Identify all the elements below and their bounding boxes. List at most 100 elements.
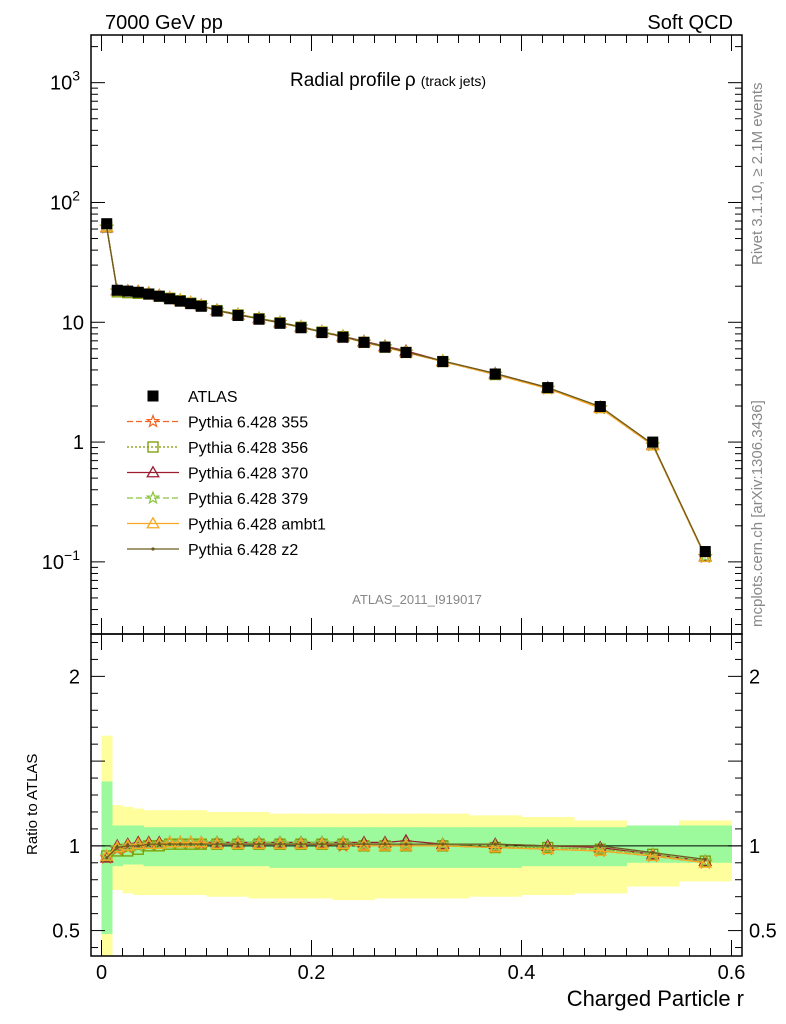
y-tick-label-base: 10 — [62, 312, 84, 334]
ratio-tick-label-right: 2 — [749, 666, 760, 688]
data-point — [358, 336, 370, 348]
legend-item-1: Pythia 6.428 356 — [127, 440, 308, 457]
ratio-point — [383, 842, 387, 846]
data-point — [253, 313, 265, 325]
ratio-tick-label-right: 0.5 — [749, 921, 777, 943]
legend: ATLAS Pythia 6.428 355 Pythia 6.428 356 Pyt… — [127, 389, 326, 559]
ratio-plot: 2 2 1 1 0.5 0.5 0 0.2 0.4 0.6 — [52, 35, 777, 984]
ratio-point — [173, 835, 188, 848]
ratio-series-5 — [105, 842, 707, 862]
data-point — [295, 322, 307, 334]
legend-label: Pythia 6.428 z2 — [188, 542, 298, 559]
ratio-point — [362, 842, 366, 846]
y-tick-label: 102 — [50, 187, 80, 214]
ratio-point — [252, 835, 266, 848]
legend-marker — [145, 413, 161, 428]
y-tick-label: 10−1 — [42, 547, 80, 574]
data-point — [400, 346, 412, 358]
data-point — [101, 218, 113, 230]
ratio-point — [435, 837, 450, 850]
analysis-tag: ATLAS_2011_I919017 — [352, 592, 482, 607]
data-point — [337, 331, 349, 343]
y-tick-label-base: 10 — [42, 552, 64, 574]
data-point — [185, 298, 197, 310]
ratio-point — [593, 843, 608, 856]
data-point — [437, 356, 449, 368]
ratio-point — [168, 842, 172, 846]
ratio-point — [257, 842, 261, 846]
ratio-point — [131, 837, 146, 850]
data-point — [211, 305, 223, 317]
data-point — [132, 286, 144, 298]
ratio-tick-label: 0.5 — [52, 921, 80, 943]
ratio-tick-label-right: 1 — [749, 836, 760, 858]
legend-item-3: Pythia 6.428 379 — [127, 490, 308, 508]
data-point — [174, 295, 186, 307]
legend-item-0: Pythia 6.428 355 — [127, 413, 308, 432]
ratio-point — [320, 842, 324, 846]
data-point — [111, 284, 123, 296]
data-point — [232, 309, 244, 321]
ratio-point — [435, 836, 451, 851]
ratio-point — [210, 835, 224, 848]
ratio-point — [157, 842, 161, 846]
ratio-point — [162, 835, 177, 848]
ratio-frame — [90, 633, 743, 957]
data-point — [164, 293, 176, 305]
x-axis-label: Charged Particle r — [567, 986, 744, 1011]
ratio-point — [598, 844, 602, 848]
chart-title-main: Radial profile — [290, 70, 401, 91]
ratio-point — [152, 837, 167, 850]
ratio-point — [183, 835, 198, 848]
data-point — [594, 401, 606, 413]
header-right: Soft QCD — [647, 12, 733, 34]
x-tick-label: 0 — [96, 962, 107, 984]
ratio-point — [194, 835, 209, 848]
ratio-point — [645, 848, 660, 861]
ratio-point — [105, 856, 109, 860]
ratio-point — [357, 838, 371, 851]
ratio-point — [546, 844, 550, 848]
ratio-point — [273, 835, 287, 848]
x-ticks: 0 0.2 0.4 0.6 — [96, 35, 745, 984]
ratio-point — [378, 838, 392, 851]
ratio-point — [356, 836, 372, 851]
chart-title-suffix: (track jets) — [421, 73, 486, 89]
ratio-point — [315, 837, 329, 850]
legend-marker — [146, 465, 160, 478]
chart-title-symbol: ρ — [405, 70, 416, 91]
ratio-point — [703, 857, 707, 862]
y-tick-label-exp: 3 — [72, 68, 80, 84]
ratio-line — [106, 843, 706, 861]
ratio-point — [278, 842, 282, 846]
ratio-point — [336, 835, 350, 848]
legend-data-label: ATLAS — [188, 389, 238, 406]
y-tick-label: 10 — [62, 312, 84, 334]
data-point — [143, 288, 155, 300]
ratio-point — [215, 842, 219, 846]
ratio-point — [336, 837, 350, 850]
ratio-point — [109, 839, 125, 854]
ratio-point — [147, 842, 151, 846]
side-text-bottom: mcplots.cern.ch [arXiv:1306.3436] — [749, 400, 766, 627]
ratio-point — [377, 836, 393, 851]
ratio-point — [315, 835, 329, 848]
legend-label: Pythia 6.428 370 — [188, 466, 308, 483]
legend-item-data: ATLAS — [147, 389, 238, 406]
ratio-point — [199, 842, 203, 846]
chart-title: Radial profile ρ (track jets) — [290, 70, 486, 91]
ratio-point — [294, 835, 308, 848]
ratio-point — [141, 837, 156, 850]
ratio-point — [441, 842, 445, 846]
x-tick-label: 0.2 — [298, 962, 326, 984]
data-point — [274, 317, 286, 329]
data-point — [542, 382, 554, 394]
ratio-tick-label: 1 — [69, 836, 80, 858]
legend-data-marker — [147, 390, 159, 402]
ratio-point — [698, 855, 713, 868]
ratio-point — [231, 837, 245, 850]
